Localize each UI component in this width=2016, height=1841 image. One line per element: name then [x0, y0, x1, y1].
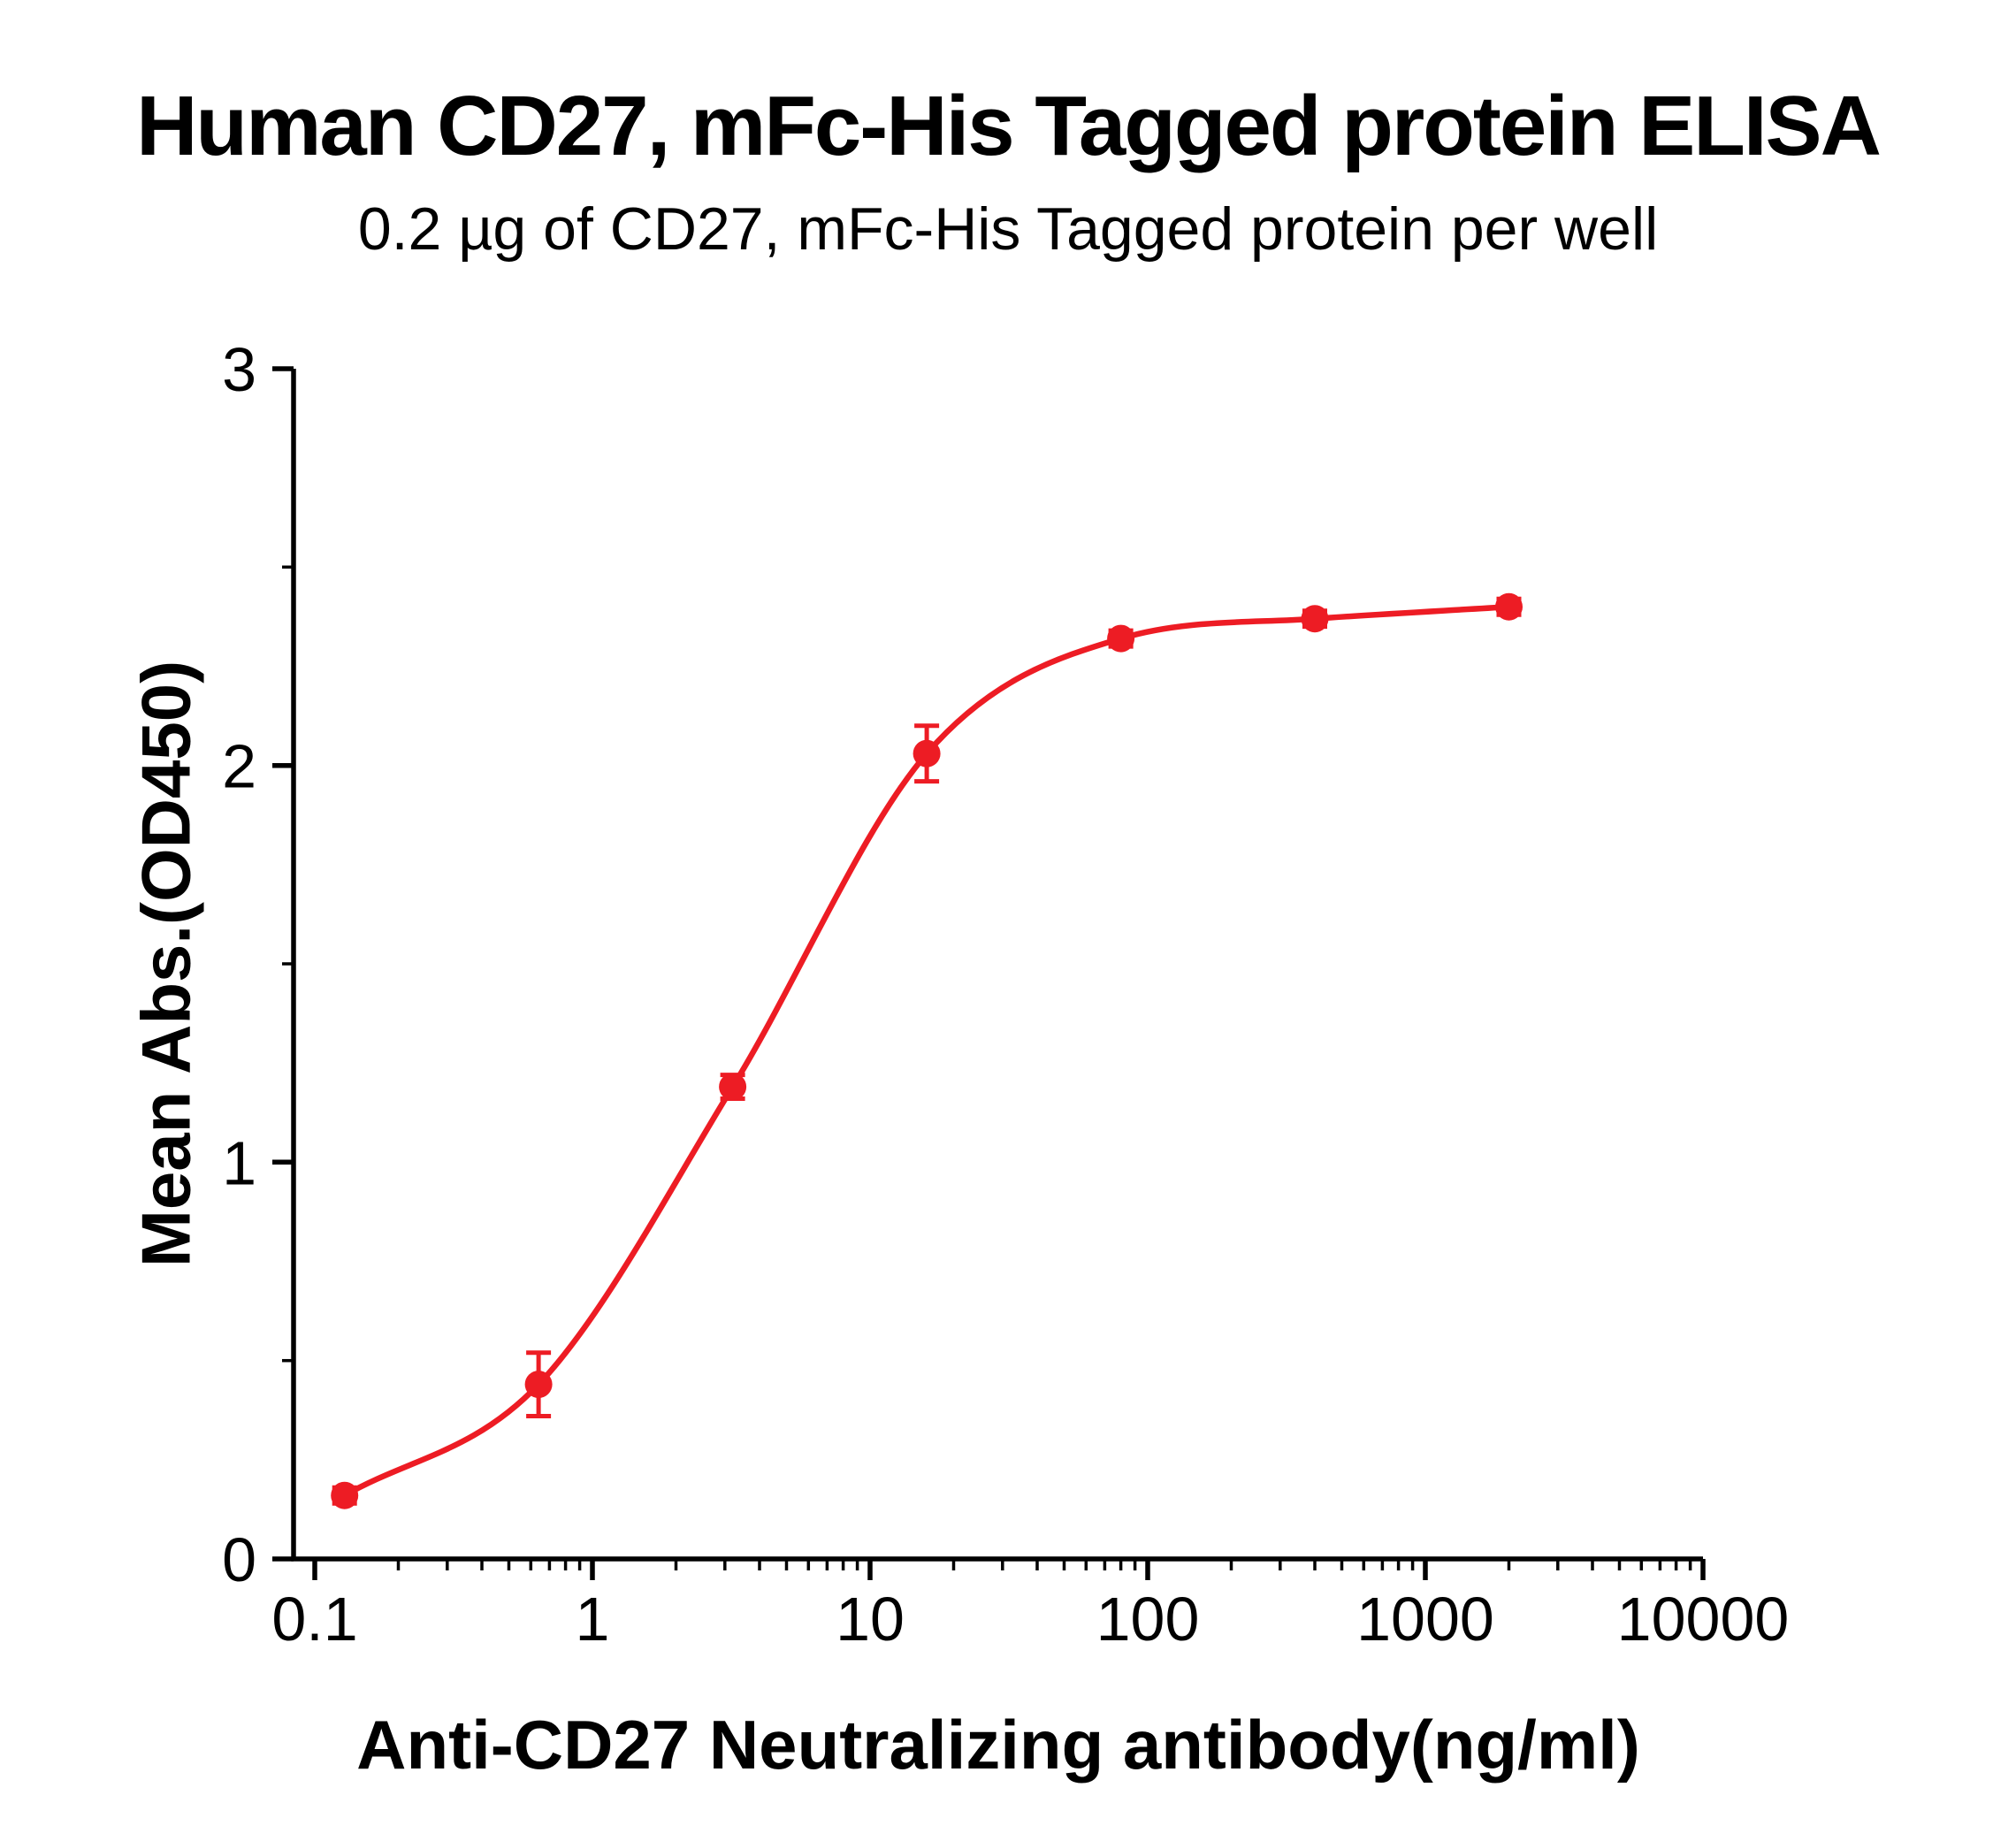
- svg-text:10: 10: [836, 1585, 905, 1654]
- svg-text:100: 100: [1096, 1585, 1200, 1654]
- chart-title: Human CD27, mFc-His Tagged protein ELISA: [136, 79, 1882, 173]
- svg-text:3: 3: [222, 335, 256, 404]
- chart-subtitle: 0.2 µg of CD27, mFc-His Tagged protein p…: [357, 195, 1659, 263]
- svg-text:0.1: 0.1: [271, 1585, 357, 1654]
- svg-text:1000: 1000: [1356, 1585, 1494, 1654]
- svg-text:1: 1: [222, 1128, 256, 1197]
- svg-text:10000: 10000: [1617, 1585, 1790, 1654]
- svg-text:2: 2: [222, 732, 256, 801]
- svg-text:1: 1: [576, 1585, 610, 1654]
- svg-text:0: 0: [222, 1525, 256, 1594]
- x-axis-title: Anti-CD27 Neutralizing antibody(ng/ml): [356, 1706, 1640, 1784]
